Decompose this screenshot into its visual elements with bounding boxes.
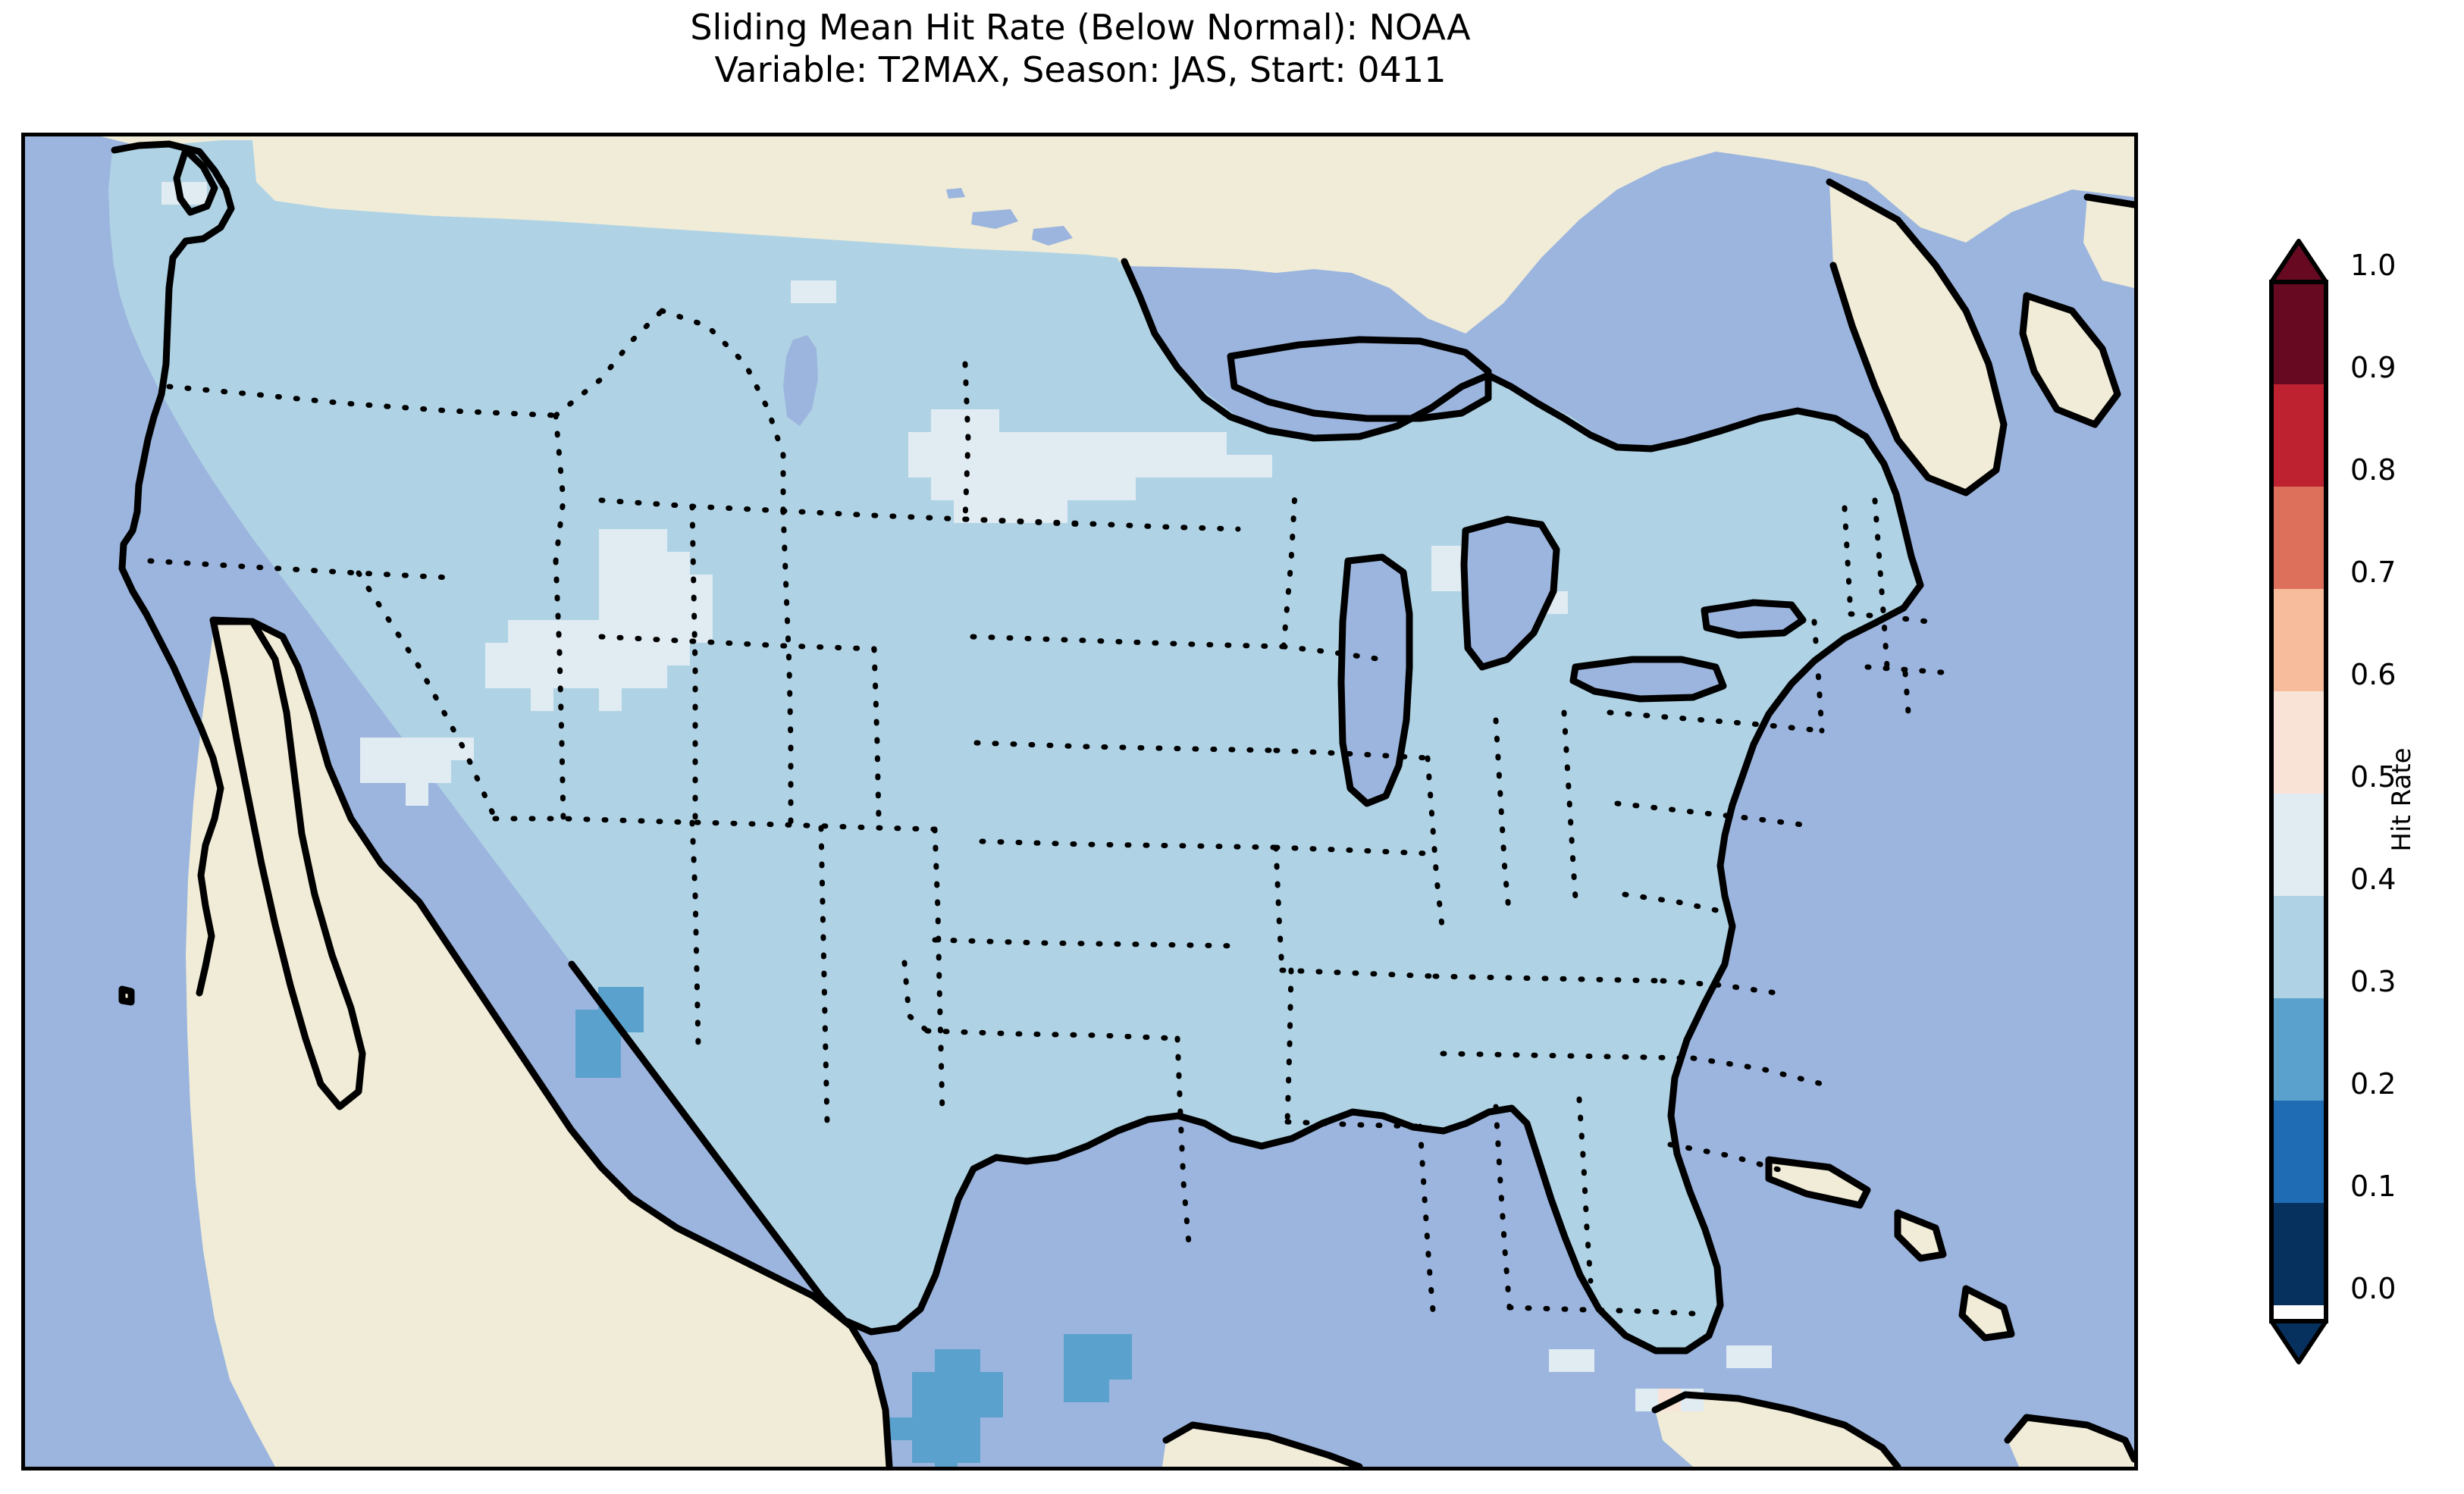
- title-line-1: Sliding Mean Hit Rate (Below Normal): NO…: [690, 7, 1471, 48]
- lake-superior: [1230, 340, 1488, 418]
- colorbar-tick-label-8: 0.2: [2350, 1067, 2397, 1101]
- mexico-landmass: [186, 622, 889, 1467]
- colorbar[interactable]: [2269, 239, 2328, 1364]
- colorbar-band-0.7-0.8: [2271, 487, 2326, 589]
- colorbar-tick-label-6: 0.4: [2350, 863, 2397, 896]
- lake-michigan: [1341, 557, 1409, 803]
- canada-landmass: [101, 136, 2134, 334]
- colorbar-band-0.5-0.6: [2271, 691, 2326, 794]
- colorbar-band-0.4-0.5: [2271, 794, 2326, 896]
- state-borders: [147, 308, 1954, 1322]
- colorbar-band-0.2-0.3: [2271, 998, 2326, 1101]
- hispaniola-landmass: [2008, 1417, 2134, 1467]
- colorbar-band-0.6-0.7: [2271, 589, 2326, 691]
- colorbar-tick-label-2: 0.8: [2350, 453, 2397, 487]
- lake-erie: [1573, 659, 1723, 699]
- lake-winnipeg: [783, 335, 818, 426]
- colorbar-tick-label-0: 1.0: [2350, 249, 2397, 282]
- newfoundland-landmass: [2083, 197, 2134, 288]
- cuba-landmass: [1655, 1395, 1898, 1467]
- colorbar-tick-label-3: 0.7: [2350, 556, 2397, 589]
- quebec-maritimes-landmass: [1829, 182, 2004, 493]
- page-title: Sliding Mean Hit Rate (Below Normal): NO…: [0, 6, 2161, 91]
- nova-scotia-landmass: [2023, 296, 2118, 424]
- colorbar-tick-label-1: 0.9: [2350, 351, 2397, 384]
- yucatan-landmass: [1162, 1425, 1359, 1467]
- colorbar-tick-label-4: 0.6: [2350, 658, 2397, 691]
- colorbar-extend-under: [2269, 1319, 2328, 1364]
- map-panel: [21, 133, 2138, 1471]
- colorbar-band-0.9-1.0: [2271, 282, 2326, 384]
- colorbar-axis-label: Hit Rate: [2387, 747, 2417, 852]
- colorbar-band-0.8-0.9: [2271, 384, 2326, 487]
- colorbar-band-0.3-0.4: [2271, 896, 2326, 998]
- colorbar-extend-over: [2269, 239, 2328, 284]
- baja-california-landmass: [213, 620, 362, 1107]
- band-045-cells: [161, 182, 1772, 1411]
- title-line-2: Variable: T2MAX, Season: JAS, Start: 041…: [714, 49, 1447, 90]
- colorbar-tick-label-7: 0.3: [2350, 965, 2397, 998]
- coastlines: [111, 140, 2134, 1467]
- colorbar-band-0.0-0.1: [2271, 1203, 2326, 1305]
- lake-ontario: [1704, 603, 1803, 635]
- colorbar-outline: [2269, 280, 2328, 1323]
- colorbar-tick-label-9: 0.1: [2350, 1170, 2397, 1203]
- band-025-cells: [575, 987, 1132, 1467]
- colorbar-band-0.1-0.2: [2271, 1101, 2326, 1203]
- map-canvas: [25, 136, 2134, 1467]
- bahamas-landmass: [1769, 1160, 2011, 1338]
- colorbar-tick-label-10: 0.0: [2350, 1272, 2397, 1305]
- colorbar-tick-label-5: 0.5: [2350, 760, 2397, 794]
